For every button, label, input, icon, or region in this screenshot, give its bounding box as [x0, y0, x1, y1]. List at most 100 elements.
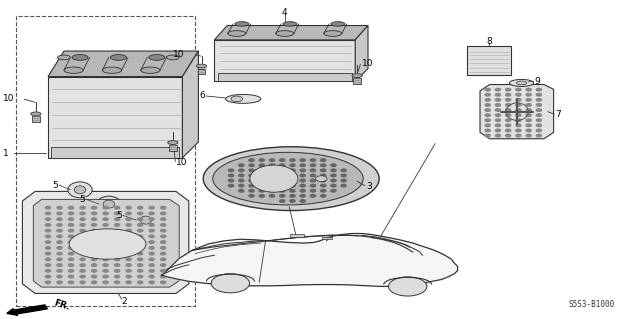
- Circle shape: [526, 99, 531, 101]
- Circle shape: [103, 247, 108, 249]
- Circle shape: [45, 206, 51, 209]
- Circle shape: [506, 129, 511, 132]
- Circle shape: [103, 206, 108, 209]
- Circle shape: [115, 218, 120, 220]
- Polygon shape: [22, 191, 189, 293]
- Ellipse shape: [204, 147, 379, 211]
- Circle shape: [138, 247, 143, 249]
- Circle shape: [495, 104, 500, 106]
- Circle shape: [149, 224, 154, 226]
- Circle shape: [495, 134, 500, 137]
- Ellipse shape: [226, 94, 261, 103]
- Circle shape: [331, 189, 336, 192]
- Circle shape: [259, 169, 264, 172]
- Ellipse shape: [276, 31, 294, 36]
- Circle shape: [126, 275, 131, 278]
- Circle shape: [211, 274, 250, 293]
- Circle shape: [506, 93, 511, 96]
- Circle shape: [149, 241, 154, 243]
- Circle shape: [126, 212, 131, 215]
- Circle shape: [341, 169, 346, 172]
- Polygon shape: [51, 147, 179, 158]
- Circle shape: [68, 218, 74, 220]
- Circle shape: [80, 275, 85, 278]
- Circle shape: [45, 264, 51, 266]
- FancyArrow shape: [7, 305, 47, 315]
- Circle shape: [92, 247, 97, 249]
- Circle shape: [115, 212, 120, 215]
- Circle shape: [138, 206, 143, 209]
- Circle shape: [249, 174, 254, 177]
- Circle shape: [80, 264, 85, 266]
- Circle shape: [269, 189, 275, 192]
- Circle shape: [290, 200, 295, 202]
- Circle shape: [310, 184, 316, 187]
- Ellipse shape: [316, 176, 327, 182]
- Circle shape: [45, 252, 51, 255]
- Circle shape: [300, 164, 305, 167]
- Circle shape: [92, 264, 97, 266]
- Circle shape: [68, 258, 74, 261]
- Circle shape: [300, 200, 305, 202]
- Circle shape: [300, 174, 305, 177]
- Circle shape: [259, 179, 264, 182]
- Circle shape: [45, 224, 51, 226]
- Circle shape: [516, 93, 521, 96]
- Circle shape: [103, 224, 108, 226]
- Circle shape: [138, 224, 143, 226]
- Bar: [353, 78, 361, 84]
- Text: 8: 8: [486, 37, 492, 46]
- Circle shape: [228, 179, 234, 182]
- Circle shape: [92, 241, 97, 243]
- Circle shape: [321, 174, 326, 177]
- Ellipse shape: [141, 67, 160, 73]
- Circle shape: [526, 93, 531, 96]
- Circle shape: [103, 264, 108, 266]
- Ellipse shape: [31, 112, 41, 116]
- Circle shape: [138, 264, 143, 266]
- Circle shape: [495, 129, 500, 132]
- Circle shape: [506, 134, 511, 137]
- Circle shape: [516, 129, 521, 132]
- Circle shape: [526, 129, 531, 132]
- Circle shape: [138, 281, 143, 284]
- Bar: [290, 234, 304, 237]
- Circle shape: [536, 104, 541, 106]
- Circle shape: [280, 169, 285, 172]
- Circle shape: [485, 109, 490, 111]
- Circle shape: [45, 229, 51, 232]
- Circle shape: [239, 184, 244, 187]
- Text: 10: 10: [173, 50, 184, 59]
- Text: 2: 2: [122, 297, 127, 306]
- Circle shape: [149, 229, 154, 232]
- Circle shape: [341, 179, 346, 182]
- Circle shape: [280, 184, 285, 187]
- Ellipse shape: [69, 229, 146, 259]
- Circle shape: [239, 164, 244, 167]
- Circle shape: [103, 229, 108, 232]
- Polygon shape: [214, 40, 355, 81]
- Circle shape: [138, 229, 143, 232]
- Circle shape: [280, 200, 285, 202]
- Text: 10: 10: [176, 158, 188, 167]
- Circle shape: [57, 229, 62, 232]
- Ellipse shape: [97, 196, 121, 212]
- Circle shape: [57, 264, 62, 266]
- Circle shape: [485, 99, 490, 101]
- Circle shape: [506, 124, 511, 127]
- Polygon shape: [33, 199, 179, 287]
- Circle shape: [115, 258, 120, 261]
- Circle shape: [290, 179, 295, 182]
- Circle shape: [526, 134, 531, 137]
- Circle shape: [115, 206, 120, 209]
- Text: FR.: FR.: [52, 299, 71, 312]
- Circle shape: [149, 264, 154, 266]
- Circle shape: [126, 218, 131, 220]
- Circle shape: [536, 109, 541, 111]
- Circle shape: [115, 229, 120, 232]
- Circle shape: [526, 88, 531, 91]
- Circle shape: [68, 229, 74, 232]
- Circle shape: [485, 134, 490, 137]
- Circle shape: [249, 179, 254, 182]
- Ellipse shape: [166, 55, 179, 60]
